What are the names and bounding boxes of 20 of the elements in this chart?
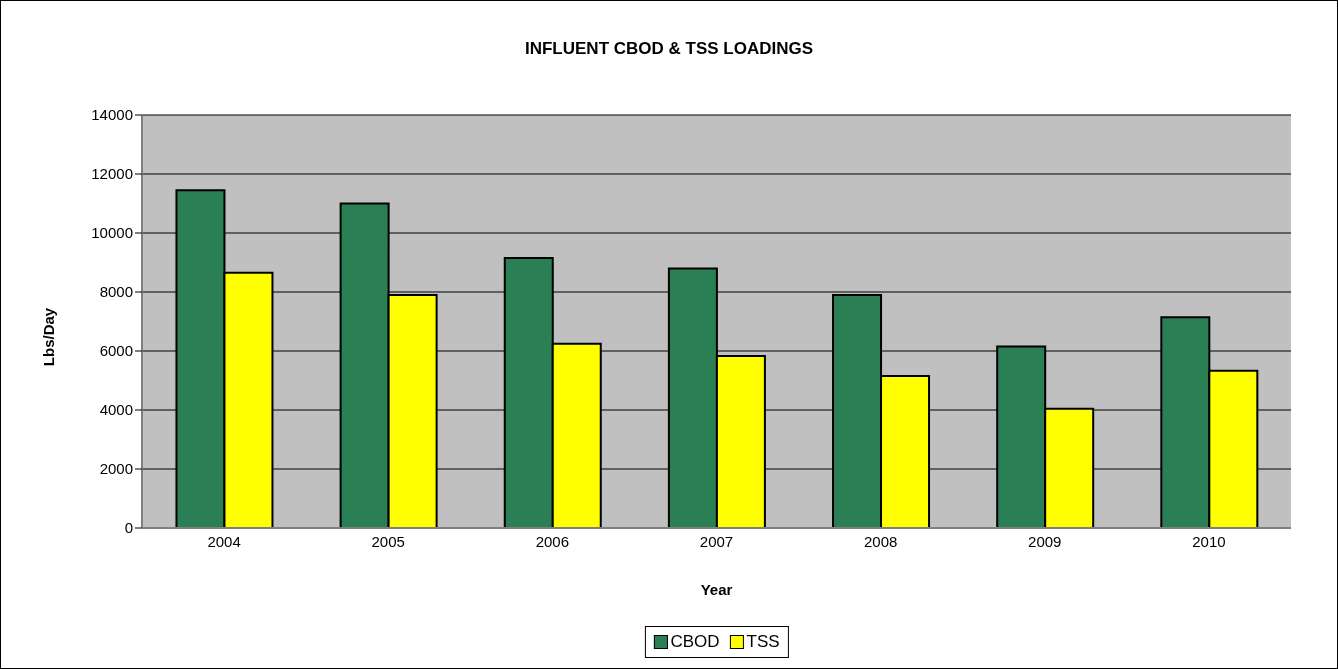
y-tick-label: 10000 [91,224,133,242]
y-tick-label: 6000 [99,342,133,360]
x-tick-label: 2009 [1028,532,1062,550]
x-axis-title: Year [700,581,733,598]
x-tick-label: 2005 [371,532,405,550]
legend-label: CBOD [670,632,720,652]
y-tick-label: 12000 [91,165,133,183]
y-tick-label: 14000 [91,106,133,124]
y-tick-label: 8000 [99,283,133,301]
y-tick-label: 0 [124,519,133,537]
y-tick-label: 2000 [99,460,133,478]
legend-label: TSS [746,632,780,652]
x-tick-label: 2008 [863,532,898,550]
chart-title: INFLUENT CBOD & TSS LOADINGS [523,39,815,59]
x-tick-label: 2007 [699,532,734,550]
x-tick-label: 2004 [207,532,241,550]
x-tick-label: 2010 [1192,532,1226,550]
x-tick-label: 2006 [535,532,570,550]
y-axis-title: Lbs/Day [39,307,57,366]
y-tick-label: 4000 [99,401,133,419]
